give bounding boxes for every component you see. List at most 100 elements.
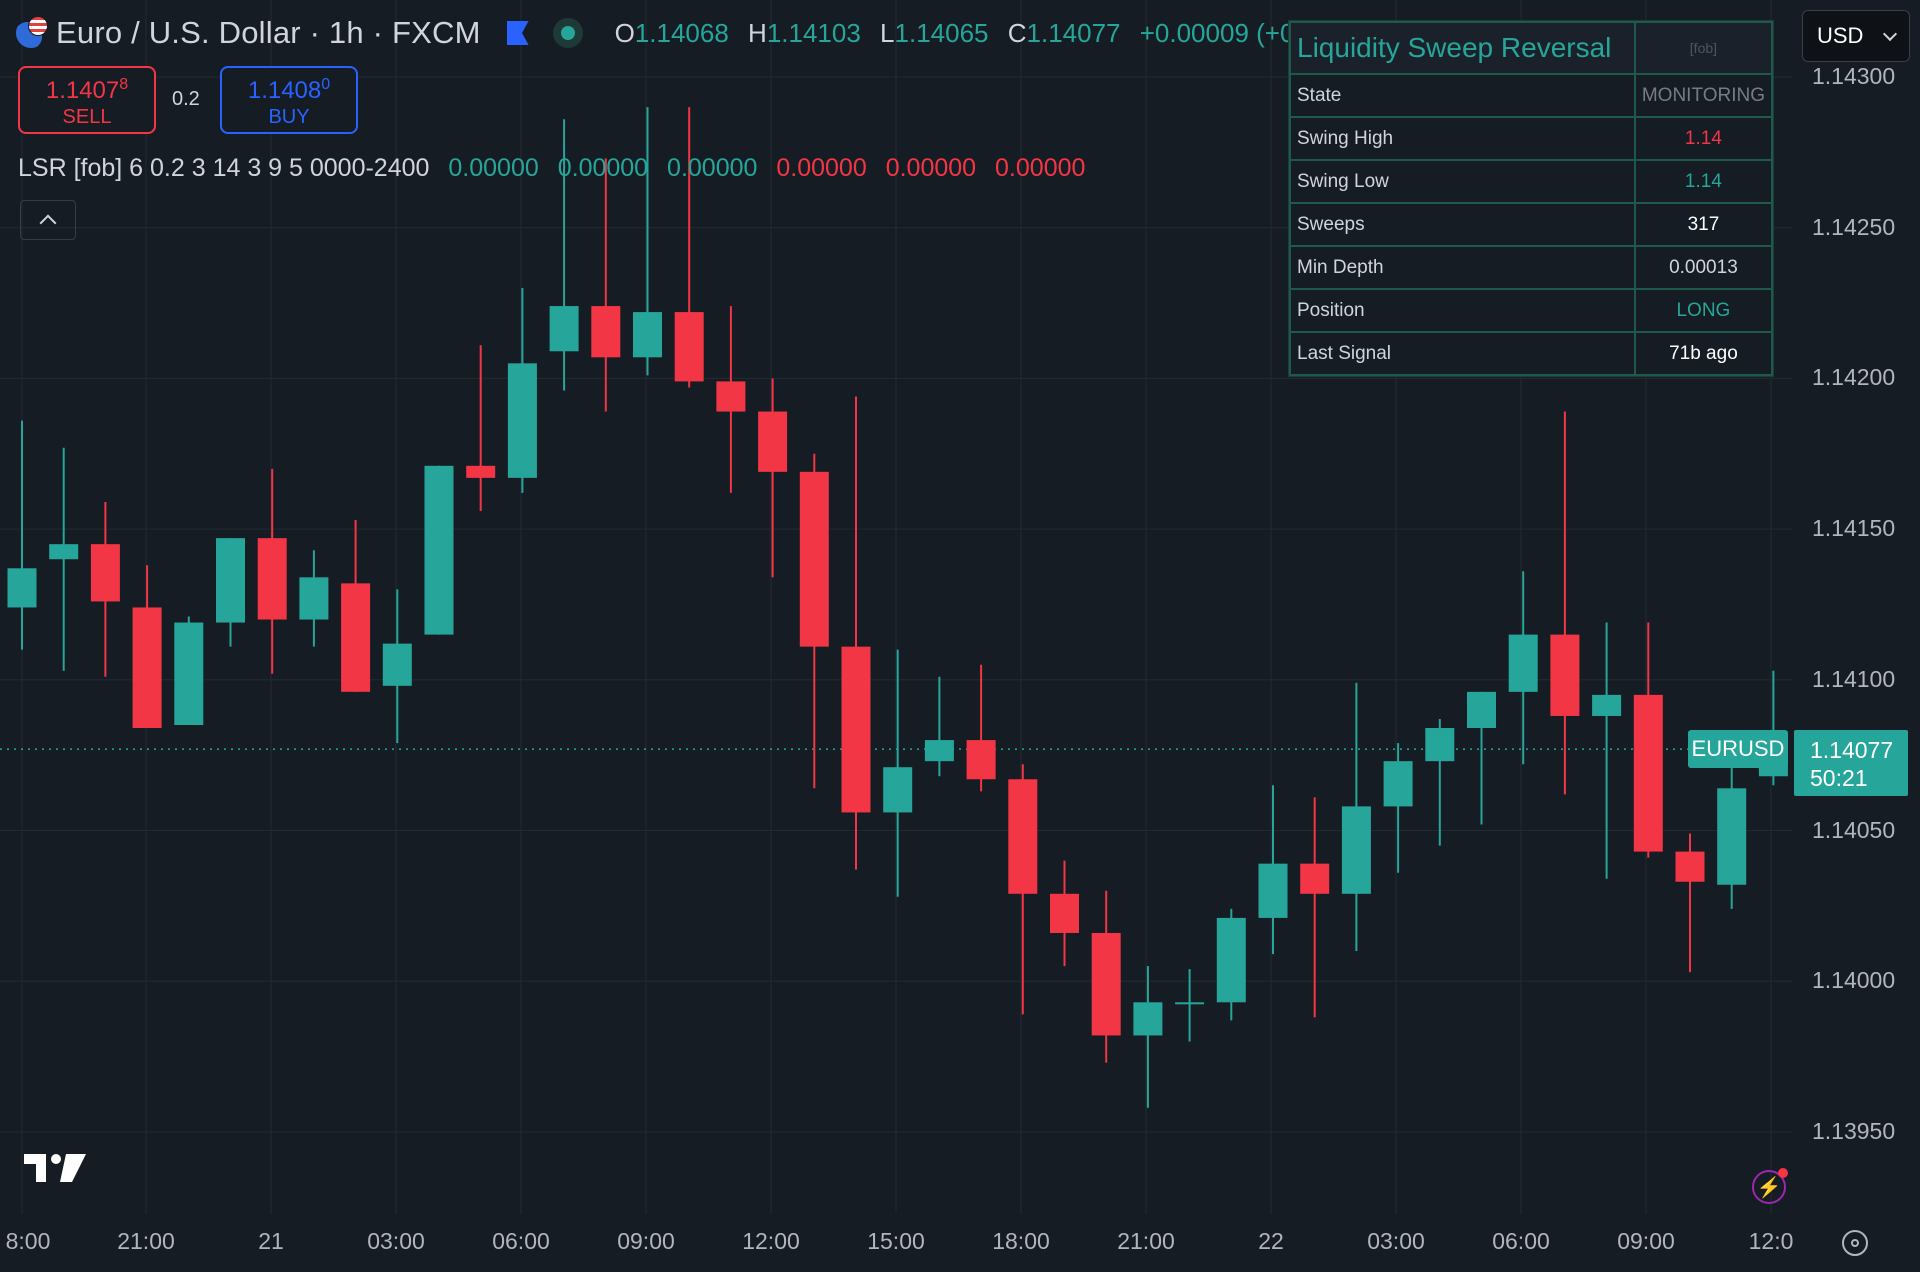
candle bbox=[382, 589, 412, 744]
panel-row: State MONITORING bbox=[1289, 73, 1774, 118]
price-axis-label: 1.14300 bbox=[1812, 63, 1896, 89]
price-axis-label: 1.14150 bbox=[1812, 515, 1896, 542]
candle-body bbox=[966, 740, 996, 780]
candle bbox=[1508, 571, 1538, 765]
candlestick-series bbox=[7, 107, 1788, 1108]
panel-row-value: 317 bbox=[1633, 202, 1774, 247]
panel-row-value: LONG bbox=[1633, 288, 1774, 333]
panel-row-value: 0.00013 bbox=[1633, 245, 1774, 290]
candle bbox=[174, 616, 204, 726]
candle bbox=[257, 468, 287, 674]
panel-row-label: Sweeps bbox=[1289, 202, 1636, 247]
time-axis-label: 12:0 bbox=[1748, 1228, 1794, 1254]
candle bbox=[883, 649, 913, 897]
candle-body bbox=[341, 583, 371, 692]
spread-value: 0.2 bbox=[172, 88, 200, 110]
candle-body bbox=[1633, 694, 1663, 852]
candle bbox=[1091, 890, 1121, 1063]
indicator-legend[interactable]: LSR [fob] 6 0.2 3 14 3 9 5 0000-2400 0.0… bbox=[18, 154, 1085, 183]
candle-body bbox=[1592, 694, 1622, 716]
candle bbox=[1341, 682, 1371, 952]
ohlc-close: 1.14077 bbox=[1026, 17, 1121, 48]
panel-row-label: Swing Low bbox=[1289, 159, 1636, 204]
candle-body bbox=[799, 471, 829, 647]
collapse-legend-button[interactable] bbox=[20, 200, 76, 240]
candle bbox=[90, 501, 120, 677]
candle-body bbox=[716, 381, 746, 412]
price-axis-label: 1.14000 bbox=[1812, 967, 1896, 994]
time-axis-label: 03:00 bbox=[367, 1228, 425, 1254]
panel-row-label: Swing High bbox=[1289, 116, 1636, 161]
indicator-name[interactable]: LSR [fob] 6 0.2 3 14 3 9 5 0000-2400 bbox=[18, 154, 430, 182]
bookmark-flag-icon[interactable] bbox=[506, 21, 529, 45]
candle bbox=[341, 520, 371, 692]
candle-body bbox=[1550, 634, 1580, 716]
sell-button[interactable]: 1.14078 SELL bbox=[18, 66, 156, 134]
candle-body bbox=[1258, 863, 1288, 918]
symbol-title[interactable]: Euro / U.S. Dollar · 1h · FXCM bbox=[56, 15, 481, 50]
time-axis-label: 15:00 bbox=[867, 1228, 925, 1254]
candle-body bbox=[382, 643, 412, 686]
time-axis-label: 12:00 bbox=[742, 1228, 800, 1254]
candle-body bbox=[1508, 634, 1538, 692]
price-axis-label: 1.14250 bbox=[1812, 213, 1896, 240]
lightning-alert-icon[interactable]: ⚡ bbox=[1752, 1168, 1788, 1204]
candle bbox=[716, 306, 746, 493]
price-axis[interactable] bbox=[1792, 0, 1920, 1214]
candle-body bbox=[90, 544, 120, 602]
candle-body bbox=[132, 607, 162, 729]
panel-title: Liquidity Sweep Reversal bbox=[1289, 21, 1636, 75]
candle-body bbox=[924, 740, 954, 762]
candle bbox=[1717, 740, 1747, 909]
candle bbox=[466, 345, 496, 512]
candle-body bbox=[1467, 691, 1496, 729]
panel-row-value: 1.14 bbox=[1633, 116, 1774, 161]
panel-row-value: MONITORING bbox=[1633, 73, 1774, 118]
candle-body bbox=[1175, 1002, 1205, 1005]
candle bbox=[132, 565, 162, 729]
gear-icon[interactable] bbox=[1842, 1230, 1868, 1256]
panel-row-value: 1.14 bbox=[1633, 159, 1774, 204]
candle bbox=[674, 107, 704, 388]
candle bbox=[1633, 622, 1663, 858]
candle bbox=[299, 550, 329, 647]
candle bbox=[591, 158, 621, 412]
time-axis-label: 06:00 bbox=[1492, 1228, 1550, 1254]
time-axis-label: 09:00 bbox=[617, 1228, 675, 1254]
candle bbox=[1050, 860, 1079, 967]
candle bbox=[1592, 622, 1622, 879]
candle-body bbox=[466, 465, 496, 478]
candle-body bbox=[841, 646, 871, 813]
panel-row-label: Min Depth bbox=[1289, 245, 1636, 290]
candle-body bbox=[1216, 917, 1246, 1003]
price-axis-label: 1.14200 bbox=[1812, 364, 1896, 391]
candle-body bbox=[633, 312, 662, 358]
candle-body bbox=[216, 538, 245, 623]
price-axis-label: 1.14100 bbox=[1812, 665, 1896, 692]
candle bbox=[1467, 691, 1496, 825]
panel-row: Swing Low 1.14 bbox=[1289, 159, 1774, 204]
panel-row-label: Last Signal bbox=[1289, 331, 1636, 376]
candle-body bbox=[49, 544, 79, 560]
candle bbox=[549, 119, 579, 391]
time-axis-label: 03:00 bbox=[1367, 1228, 1425, 1254]
candle bbox=[1258, 785, 1288, 955]
time-axis-label: 18:00 bbox=[992, 1228, 1050, 1254]
indicator-value: 0.00000 bbox=[448, 154, 539, 182]
currency-value: USD bbox=[1817, 23, 1864, 48]
candle bbox=[1175, 969, 1205, 1042]
currency-select[interactable]: USD bbox=[1802, 10, 1910, 62]
time-axis-label: 21:00 bbox=[117, 1228, 175, 1254]
candle bbox=[1133, 966, 1163, 1108]
buy-button[interactable]: 1.14080 BUY bbox=[220, 66, 358, 134]
panel-row: Swing High 1.14 bbox=[1289, 116, 1774, 161]
candle bbox=[7, 420, 37, 650]
candle-body bbox=[758, 411, 788, 472]
candle-body bbox=[257, 538, 287, 620]
time-axis[interactable] bbox=[0, 1214, 1920, 1272]
lsr-info-panel: Liquidity Sweep Reversal [fob] State MONI… bbox=[1288, 20, 1774, 377]
tradingview-logo-icon[interactable] bbox=[22, 1150, 88, 1186]
panel-row: Min Depth 0.00013 bbox=[1289, 245, 1774, 290]
candle-body bbox=[7, 568, 37, 608]
